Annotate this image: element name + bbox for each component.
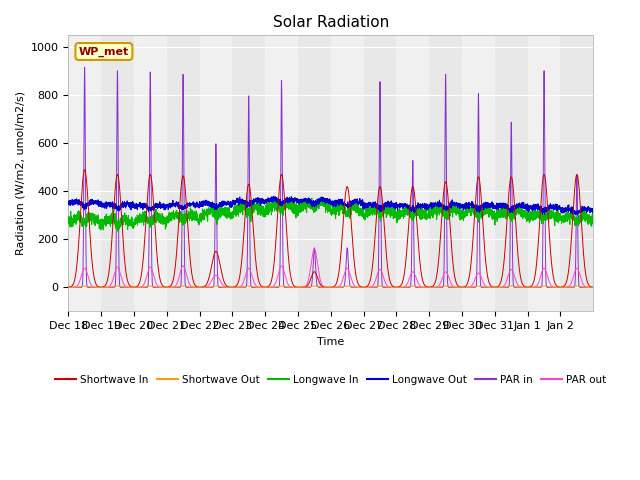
Bar — [364, 36, 396, 312]
Bar — [101, 36, 134, 312]
Bar — [134, 36, 166, 312]
Bar — [331, 36, 364, 312]
Bar — [265, 36, 298, 312]
Bar — [527, 36, 561, 312]
Bar — [166, 36, 200, 312]
X-axis label: Time: Time — [317, 336, 344, 347]
Y-axis label: Radiation (W/m2, umol/m2/s): Radiation (W/m2, umol/m2/s) — [15, 91, 25, 255]
Bar — [429, 36, 462, 312]
Legend: Shortwave In, Shortwave Out, Longwave In, Longwave Out, PAR in, PAR out: Shortwave In, Shortwave Out, Longwave In… — [51, 371, 611, 389]
Bar — [462, 36, 495, 312]
Bar — [68, 36, 101, 312]
Bar — [396, 36, 429, 312]
Bar — [561, 36, 593, 312]
Bar — [200, 36, 232, 312]
Title: Solar Radiation: Solar Radiation — [273, 15, 389, 30]
Bar — [232, 36, 265, 312]
Bar — [495, 36, 527, 312]
Text: WP_met: WP_met — [79, 47, 129, 57]
Bar — [298, 36, 331, 312]
